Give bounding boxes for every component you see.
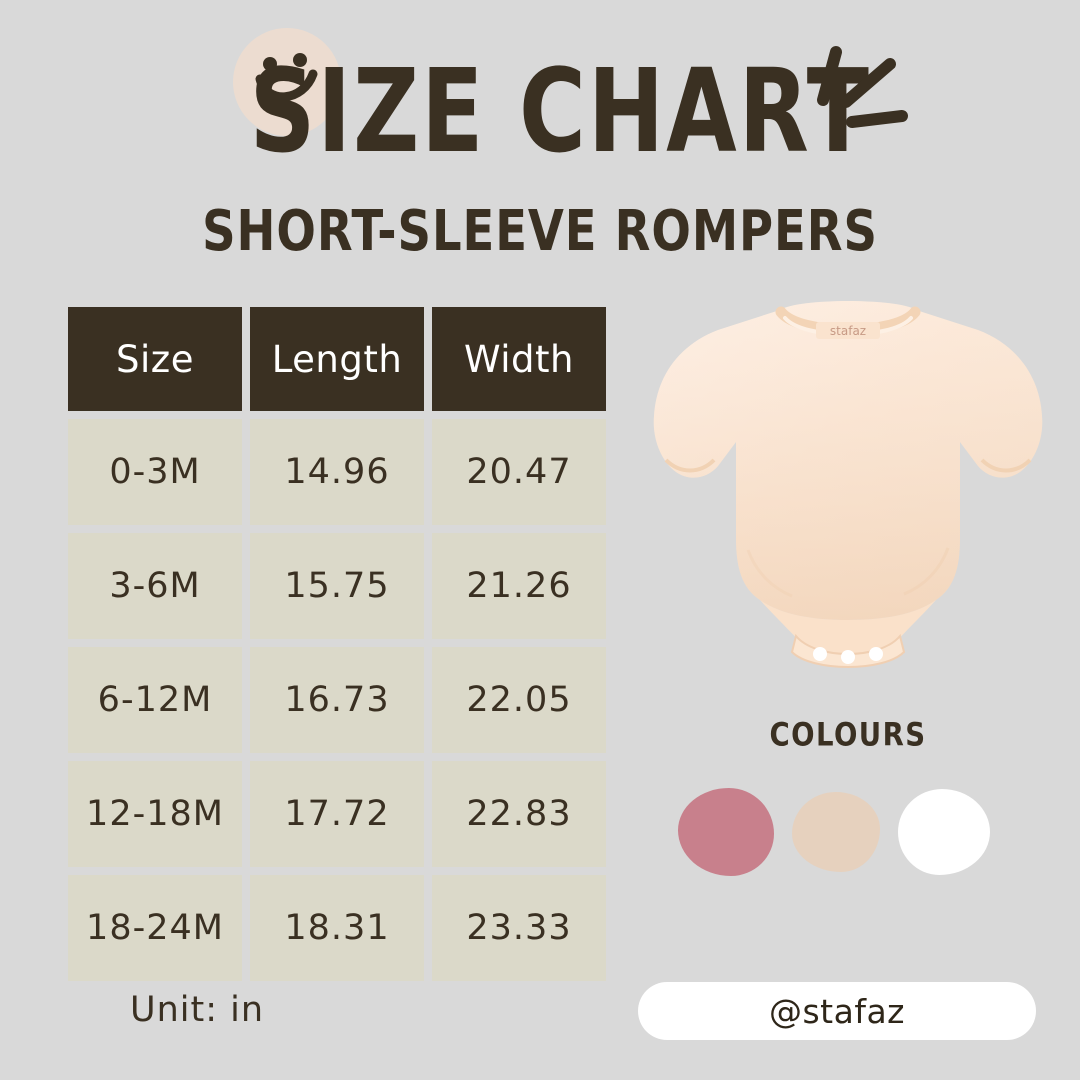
cell-size: 18-24M <box>68 875 242 981</box>
colour-swatch-row <box>678 782 1028 882</box>
smiley-circle <box>233 28 341 136</box>
cell-size: 12-18M <box>68 761 242 867</box>
sparkle-burst-icon <box>817 46 908 128</box>
unit-label: Unit: in <box>130 990 265 1030</box>
cell-width: 23.33 <box>432 875 606 981</box>
table-row: 6-12M 16.73 22.05 <box>68 647 606 753</box>
smiley-badge <box>233 28 341 136</box>
cell-length: 15.75 <box>250 533 424 639</box>
table-row: 18-24M 18.31 23.33 <box>68 875 606 981</box>
cell-length: 14.96 <box>250 419 424 525</box>
size-table: Size Length Width 0-3M 14.96 20.47 3-6M … <box>68 307 606 981</box>
handle-pill[interactable]: @stafaz <box>638 982 1036 1040</box>
colour-swatch-white[interactable] <box>898 789 990 875</box>
neck-label-text: stafaz <box>830 324 866 338</box>
smiley-face-icon <box>255 53 318 102</box>
cell-length: 18.31 <box>250 875 424 981</box>
cell-size: 6-12M <box>68 647 242 753</box>
colour-swatch-beige[interactable] <box>792 792 880 872</box>
cell-length: 17.72 <box>250 761 424 867</box>
column-header-length: Length <box>250 307 424 411</box>
short-sleeve-romper-illustration: stafaz <box>653 301 1043 668</box>
colour-swatch-rose[interactable] <box>678 788 774 876</box>
cell-width: 22.05 <box>432 647 606 753</box>
cell-width: 22.83 <box>432 761 606 867</box>
cell-width: 20.47 <box>432 419 606 525</box>
cell-size: 0-3M <box>68 419 242 525</box>
colours-title: COLOURS <box>769 716 927 754</box>
cell-length: 16.73 <box>250 647 424 753</box>
header: SIZE CHART SHORT-SLEEVE ROMPERS <box>0 0 1080 290</box>
column-header-size: Size <box>68 307 242 411</box>
table-row: 12-18M 17.72 22.83 <box>68 761 606 867</box>
handle-text: @stafaz <box>768 991 905 1031</box>
table-row: 3-6M 15.75 21.26 <box>68 533 606 639</box>
title-row: SIZE CHART <box>0 51 1080 173</box>
page-subtitle: SHORT-SLEEVE ROMPERS <box>202 198 878 264</box>
table-header-row: Size Length Width <box>68 307 606 411</box>
table-row: 0-3M 14.96 20.47 <box>68 419 606 525</box>
page-title: SIZE CHART <box>249 45 871 179</box>
cell-width: 21.26 <box>432 533 606 639</box>
column-header-width: Width <box>432 307 606 411</box>
product-photo: stafaz <box>648 288 1048 688</box>
cell-size: 3-6M <box>68 533 242 639</box>
